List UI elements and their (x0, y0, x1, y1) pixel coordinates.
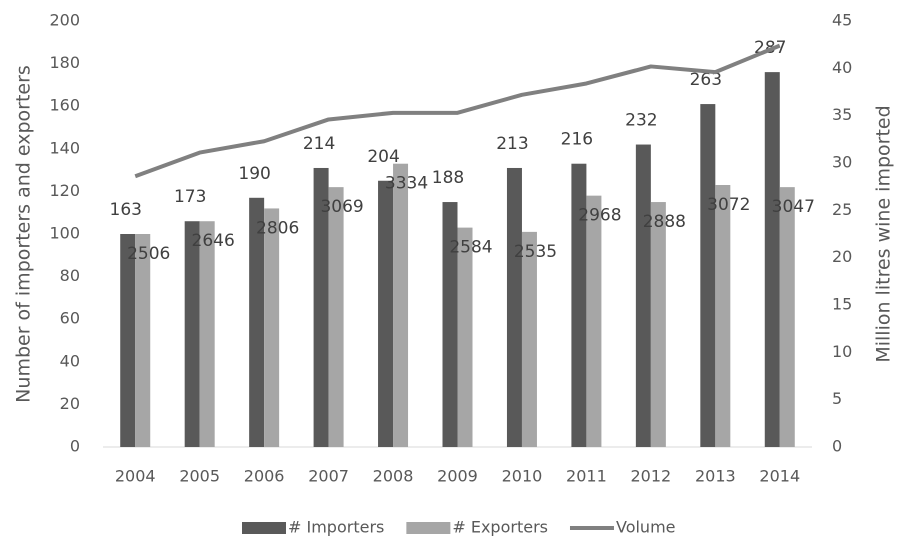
y-tick-label: 0 (70, 437, 80, 456)
bar (328, 187, 344, 447)
bar (506, 167, 522, 447)
y2-tick-label: 35 (832, 105, 852, 124)
bar (313, 167, 329, 447)
data-label: 2806 (256, 218, 299, 238)
bar (650, 202, 666, 447)
y2-tick-label: 25 (832, 200, 852, 219)
bar (199, 221, 215, 447)
bar (120, 234, 136, 447)
bar (521, 231, 537, 447)
y2-axis-title: Million litres wine imported (873, 105, 895, 362)
y2-tick-label: 30 (832, 153, 852, 172)
y-tick-label: 20 (60, 394, 80, 413)
y2-tick-label: 40 (832, 58, 852, 77)
bar (378, 180, 394, 447)
data-label: 2506 (127, 244, 170, 264)
data-label: 2646 (192, 231, 235, 251)
data-label: 2584 (449, 238, 492, 258)
data-label: 2888 (643, 212, 686, 232)
bar (700, 104, 716, 447)
legend-label: # Importers (288, 518, 384, 537)
bar (442, 202, 458, 447)
data-label: 190 (238, 164, 270, 184)
data-label: 214 (303, 134, 335, 154)
y-axis-title: Number of importers and exporters (13, 65, 35, 403)
x-tick-label: 2008 (373, 467, 414, 486)
bar (264, 208, 280, 447)
x-tick-label: 2014 (759, 467, 800, 486)
x-tick-label: 2012 (631, 467, 672, 486)
bar (249, 197, 265, 447)
data-label: 3334 (385, 174, 428, 194)
y2-tick-label: 15 (832, 295, 852, 314)
x-tick-label: 2009 (437, 467, 478, 486)
bar (457, 227, 473, 447)
legend-label: # Exporters (452, 518, 548, 537)
bar (571, 163, 587, 447)
data-label: 2968 (578, 206, 621, 226)
y2-tick-label: 5 (832, 389, 842, 408)
y2-tick-label: 10 (832, 342, 852, 361)
data-label: 3072 (707, 195, 750, 215)
x-tick-label: 2004 (115, 467, 156, 486)
data-label: 3047 (772, 197, 815, 217)
line (134, 43, 781, 179)
y2-tick-label: 20 (832, 247, 852, 266)
data-label: 173 (174, 187, 206, 207)
y-tick-label: 160 (49, 96, 80, 115)
data-label: 216 (561, 130, 593, 150)
y-tick-label: 120 (49, 181, 80, 200)
bar (715, 185, 731, 447)
bar (393, 163, 409, 447)
x-tick-label: 2007 (308, 467, 349, 486)
x-tick-label: 2006 (244, 467, 285, 486)
legend-swatch (242, 522, 286, 534)
bar (764, 72, 780, 448)
y-tick-label: 180 (49, 53, 80, 72)
bar (135, 234, 151, 447)
y-tick-label: 80 (60, 266, 80, 285)
bar (184, 221, 200, 447)
bar (635, 144, 651, 448)
legend-swatch (406, 522, 451, 534)
data-label: 188 (432, 168, 464, 188)
bar (586, 195, 602, 447)
data-label: 204 (367, 147, 399, 167)
y-tick-label: 200 (49, 11, 80, 30)
data-label: 232 (625, 111, 657, 131)
x-tick-label: 2005 (179, 467, 220, 486)
data-label: 263 (690, 70, 722, 90)
y2-tick-label: 45 (832, 11, 852, 30)
x-tick-label: 2013 (695, 467, 736, 486)
y2-tick-label: 0 (832, 437, 842, 456)
y-tick-label: 140 (49, 138, 80, 157)
y-tick-label: 60 (60, 309, 80, 328)
legend-label: Volume (616, 518, 676, 537)
data-label: 3069 (320, 197, 363, 217)
y-tick-label: 100 (49, 224, 80, 243)
data-label: 163 (110, 200, 142, 220)
data-label: 2535 (514, 242, 557, 262)
x-tick-label: 2010 (502, 467, 543, 486)
x-tick-label: 2011 (566, 467, 607, 486)
bar (779, 187, 795, 447)
data-label: 213 (496, 134, 528, 154)
y-tick-label: 40 (60, 351, 80, 370)
